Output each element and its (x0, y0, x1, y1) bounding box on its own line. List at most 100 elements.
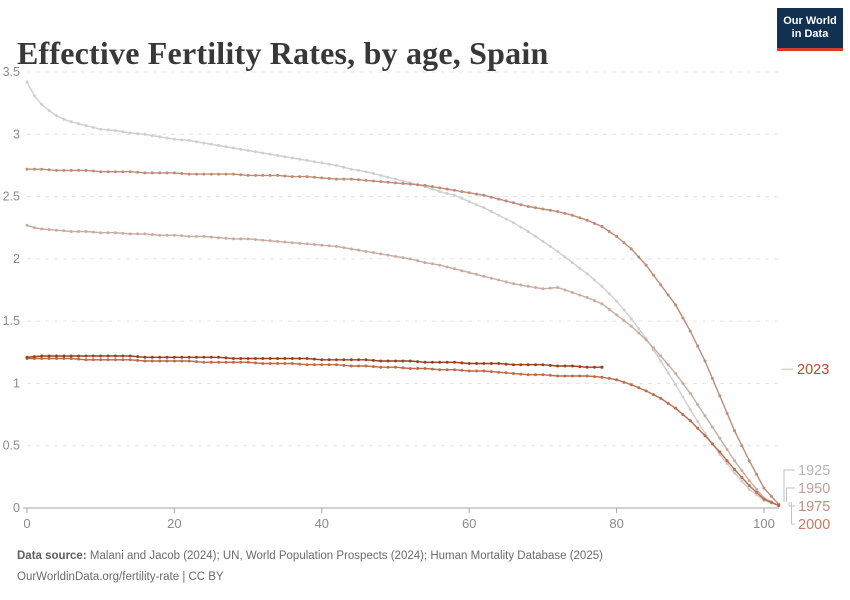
data-point (320, 363, 324, 367)
data-point (666, 363, 670, 367)
owid-logo-line2: in Data (791, 28, 829, 40)
data-point (755, 487, 759, 491)
data-point (349, 167, 353, 171)
data-point (504, 199, 508, 203)
data-point (239, 237, 243, 241)
data-point (438, 186, 442, 190)
data-point (261, 362, 265, 365)
series-1950 (25, 223, 781, 508)
data-point (497, 362, 501, 365)
data-point (335, 244, 338, 248)
data-point (335, 177, 338, 181)
data-point (637, 386, 641, 390)
data-point (725, 462, 729, 466)
series-line-1975[interactable] (27, 168, 780, 505)
data-point (386, 180, 390, 184)
data-point (386, 359, 390, 363)
data-point (128, 354, 132, 358)
data-point (489, 362, 493, 365)
data-point (128, 232, 132, 236)
data-point (239, 147, 243, 151)
data-point (47, 228, 51, 232)
data-point (563, 211, 567, 215)
data-point (320, 176, 324, 180)
data-point (519, 363, 523, 367)
y-tick-label: 1 (13, 376, 20, 390)
data-point (305, 175, 309, 179)
data-point (475, 272, 479, 276)
data-point (158, 359, 162, 363)
series-markers-1925 (25, 80, 781, 508)
data-point (357, 358, 361, 362)
data-point (143, 232, 147, 236)
series-line-1950[interactable] (26, 224, 780, 507)
data-point (165, 171, 169, 175)
data-point (585, 272, 589, 276)
series-2023 (25, 354, 604, 369)
data-point (364, 170, 368, 174)
data-point (445, 368, 449, 372)
data-point (99, 354, 103, 358)
series-line-2000[interactable] (27, 357, 779, 507)
series-label-1950[interactable]: 1950 (798, 481, 830, 497)
data-point (607, 376, 611, 380)
data-point (740, 479, 744, 483)
data-point (622, 241, 626, 245)
series-line-1925[interactable] (26, 81, 779, 507)
data-point (718, 394, 722, 398)
data-point (534, 206, 537, 210)
data-point (128, 131, 132, 135)
data-point (755, 490, 759, 494)
data-point (84, 354, 88, 358)
data-point (607, 292, 611, 296)
data-point (224, 172, 228, 176)
data-point (305, 357, 309, 360)
data-point (489, 210, 493, 213)
series-label-1925[interactable]: 1925 (798, 463, 830, 479)
data-point (593, 365, 596, 369)
data-point (268, 173, 272, 177)
data-point (364, 178, 368, 182)
data-point (99, 358, 103, 362)
data-point (276, 362, 280, 365)
data-point (489, 370, 493, 374)
data-point (519, 225, 523, 229)
data-point (276, 357, 280, 360)
series-label-2000[interactable]: 2000 (798, 517, 830, 533)
data-point (268, 357, 272, 360)
series-label-2023[interactable]: 2023 (797, 362, 829, 378)
data-point (150, 233, 154, 237)
data-point (563, 255, 567, 259)
data-point (511, 201, 515, 205)
data-point (445, 360, 449, 364)
series-label-1975[interactable]: 1975 (798, 499, 830, 515)
data-point (84, 230, 88, 233)
data-point (335, 163, 338, 167)
data-point (733, 459, 736, 463)
y-tick-label: 0 (13, 501, 20, 515)
data-point (467, 191, 471, 195)
data-point (497, 197, 501, 201)
y-tick-label: 1.5 (3, 314, 20, 328)
data-point (25, 223, 29, 227)
license-line[interactable]: OurWorldinData.org/fertility-rate | CC B… (17, 571, 224, 583)
data-point (224, 145, 228, 149)
data-point (482, 193, 486, 197)
data-point (644, 338, 648, 342)
data-point (511, 221, 515, 225)
data-point (246, 237, 250, 241)
data-point (268, 239, 272, 243)
data-point (570, 261, 574, 265)
data-point (217, 236, 221, 240)
owid-logo[interactable]: Our World in Data (777, 8, 843, 51)
data-point (342, 246, 346, 250)
data-point (453, 368, 456, 372)
data-point (143, 132, 147, 136)
data-point (69, 120, 73, 124)
data-point (438, 190, 442, 194)
data-point (113, 129, 117, 132)
data-point (143, 359, 147, 363)
data-point (209, 142, 213, 146)
data-point (224, 236, 228, 240)
data-point (408, 257, 412, 261)
